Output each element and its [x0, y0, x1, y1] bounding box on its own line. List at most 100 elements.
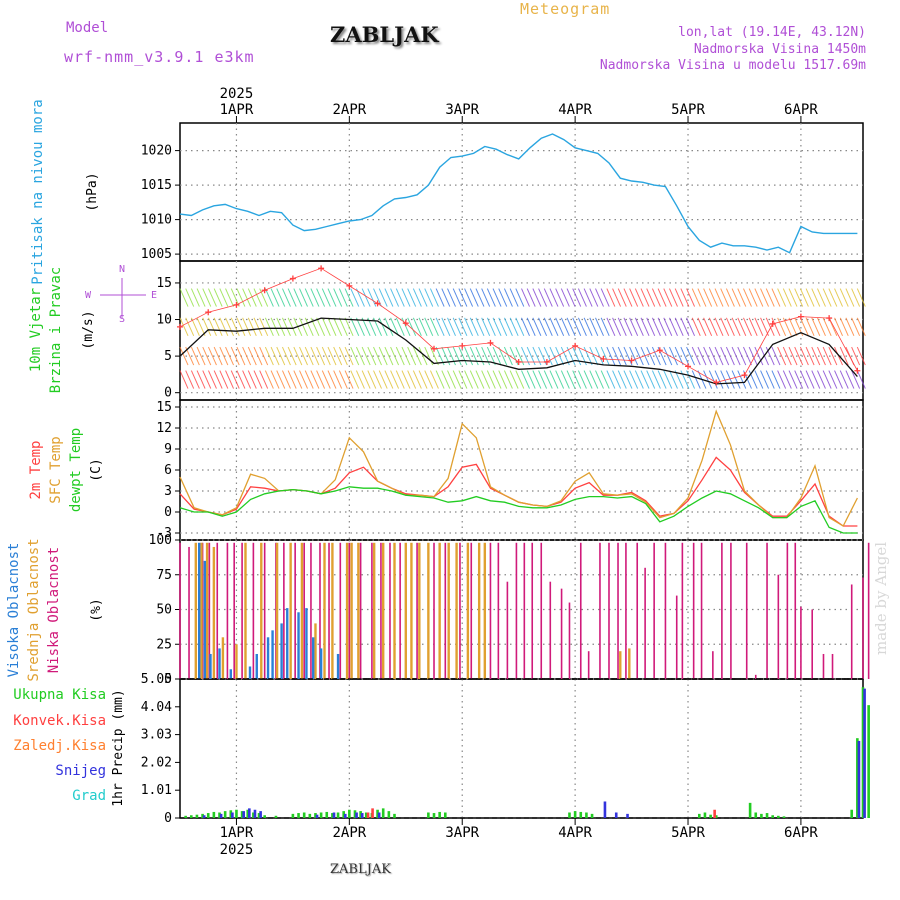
compass-east: E: [151, 290, 157, 301]
wind-barb: [612, 317, 622, 337]
wind-barb: [765, 346, 775, 366]
wind-barb: [805, 317, 815, 337]
wind-barb: [856, 346, 866, 366]
wind-barb: [794, 370, 804, 389]
wind-barb: [321, 346, 331, 366]
wind-barb: [856, 370, 866, 389]
cloud-bar: [444, 542, 447, 679]
wind-barb: [663, 288, 673, 307]
compass-south: S: [119, 314, 125, 325]
precip-bar: [760, 813, 763, 818]
bottom-day-label: 1APR: [220, 825, 254, 841]
wind-barb: [441, 370, 451, 389]
wind-barb: [600, 317, 610, 337]
cloud-bar: [209, 653, 212, 679]
wind-barb: [646, 317, 656, 337]
precip-ytick-label: 1.01: [141, 783, 172, 798]
precip-bar: [443, 812, 447, 818]
wind-barb: [281, 346, 291, 366]
wind-barb: [190, 288, 200, 307]
wind-barb: [264, 317, 274, 337]
precip-bar: [867, 705, 870, 818]
wind-barb: [259, 346, 269, 366]
wind-barb: [236, 317, 246, 337]
precip-bar: [782, 816, 786, 818]
wind-barb: [407, 346, 417, 366]
pressure-title: Pritisak na nivou mora: [30, 99, 46, 284]
cloud-bar: [483, 542, 487, 679]
wind-barb: [771, 346, 781, 366]
wind-ylabel: (m/s): [81, 310, 96, 349]
wind-barb: [651, 370, 661, 389]
temp-line-1: [179, 409, 858, 527]
cloud-bar: [310, 542, 312, 679]
wind-barb: [407, 288, 417, 307]
wind-barb: [196, 317, 206, 337]
wind-barb: [629, 346, 639, 366]
wind-barb: [481, 288, 491, 307]
wind-barb: [338, 346, 348, 366]
cloud-bar: [357, 542, 360, 679]
wind-gust-marker: [177, 323, 183, 330]
pressure-ytick-label: 1010: [141, 213, 172, 228]
precip-bar: [218, 812, 221, 818]
bottom-day-label: 5APR: [671, 825, 705, 841]
cloud-bar: [393, 542, 396, 679]
cloud-bar: [252, 542, 255, 679]
model-label: Model: [66, 20, 109, 36]
wind-barb: [646, 288, 656, 307]
cloud-bar: [617, 542, 619, 679]
cloud-bar: [260, 542, 263, 679]
precip-bar: [748, 802, 752, 818]
wind-barb: [378, 317, 388, 337]
wind-barb: [179, 288, 189, 307]
precip-label: Zaledj.Kisa: [13, 738, 106, 754]
precip-bar: [698, 813, 701, 818]
cloud-bar: [410, 542, 413, 679]
cloud-bar: [850, 584, 853, 679]
precip-bar: [381, 808, 385, 818]
wind-barb: [293, 346, 303, 366]
wind-barb: [708, 370, 718, 389]
temp-ylabel: (C): [89, 458, 104, 481]
wind-barb: [549, 288, 559, 307]
wind-barb: [765, 370, 775, 389]
wind-barb: [407, 317, 417, 337]
wind-barb: [686, 317, 696, 337]
wind-barb: [259, 288, 269, 307]
cloud-label-mid: Srednja Oblacnost: [26, 538, 42, 681]
cloud-bar: [644, 567, 646, 679]
wind-barb: [202, 370, 212, 389]
wind-barb: [350, 317, 360, 337]
cloud-ytick-label: 25: [156, 637, 172, 652]
footer-location: ZABLJAK: [330, 862, 391, 877]
cloud-bar: [523, 542, 526, 679]
precip-label: Grad: [72, 788, 106, 804]
wind-barb: [321, 288, 331, 307]
wind-barb: [612, 288, 622, 307]
wind-barb: [242, 370, 252, 389]
wind-barb: [612, 346, 622, 366]
wind-barb: [686, 370, 696, 389]
cloud-bar: [205, 542, 209, 679]
precip-bar: [246, 809, 250, 818]
wind-barb: [316, 317, 326, 337]
wind-barb: [367, 370, 377, 389]
cloud-bar: [188, 546, 190, 679]
wind-barb: [486, 370, 496, 389]
precip-bar: [355, 812, 358, 818]
wind-barb: [845, 370, 855, 389]
precip-bar: [359, 811, 362, 818]
wind-barb: [817, 288, 826, 307]
precip-bar: [863, 688, 866, 818]
cloud-bar: [636, 542, 639, 679]
cloud-bar: [811, 609, 813, 679]
precip-bar: [257, 813, 261, 818]
wind-barb: [595, 370, 604, 389]
wind-barb: [469, 370, 479, 389]
wind-barb: [208, 346, 217, 366]
wind-barb: [213, 346, 223, 366]
meteogram-subtitle: Meteogram: [520, 0, 611, 18]
wind-barb: [247, 346, 257, 366]
wind-barb: [202, 288, 212, 307]
